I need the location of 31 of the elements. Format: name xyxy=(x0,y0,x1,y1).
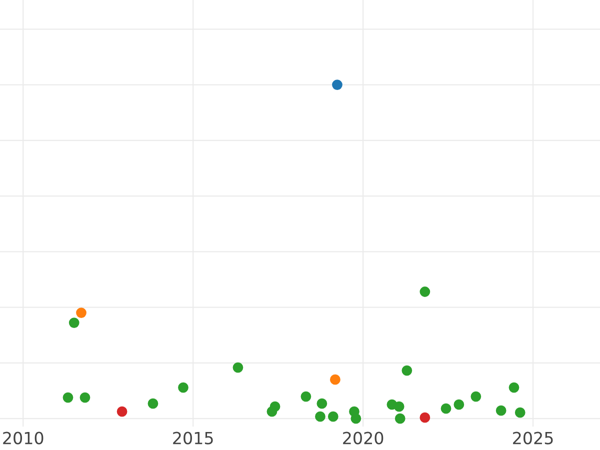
x-tick-label: 2010 xyxy=(3,432,44,444)
point xyxy=(62,392,74,403)
point xyxy=(394,413,406,424)
point xyxy=(116,406,128,417)
x-tick-label: 2020 xyxy=(343,432,384,444)
point xyxy=(332,80,342,90)
point xyxy=(508,382,520,393)
point xyxy=(328,411,338,422)
point xyxy=(402,365,412,376)
point xyxy=(148,398,158,409)
point xyxy=(300,391,312,402)
point xyxy=(266,406,278,417)
point xyxy=(496,405,506,416)
point xyxy=(420,286,430,297)
point xyxy=(178,382,188,393)
point xyxy=(440,403,452,414)
point xyxy=(80,392,90,403)
point xyxy=(514,407,526,418)
point xyxy=(316,398,328,409)
point xyxy=(330,374,340,385)
x-tick-label: 2025 xyxy=(513,432,553,444)
point xyxy=(232,362,244,373)
point xyxy=(350,413,362,424)
x-tick-label: 2015 xyxy=(173,432,213,444)
point xyxy=(315,411,326,422)
point xyxy=(394,401,404,412)
point xyxy=(420,412,430,423)
point xyxy=(68,318,80,328)
point xyxy=(454,399,464,410)
point xyxy=(470,391,482,402)
point xyxy=(76,308,86,318)
